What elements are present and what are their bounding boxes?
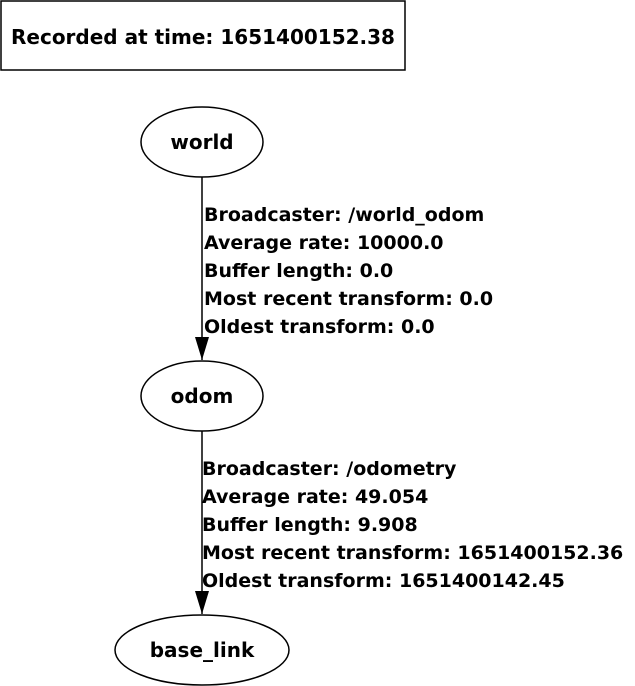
edge-label-line: Most recent transform: 1651400152.36	[202, 542, 623, 564]
edge-odom-base-link: Broadcaster: /odometry Average rate: 49.…	[195, 431, 623, 614]
edge-label-line: Most recent transform: 0.0	[204, 288, 493, 310]
node-base-link: base_link	[114, 614, 290, 686]
node-label: world	[170, 130, 233, 154]
node-odom: odom	[140, 360, 264, 432]
node-label: base_link	[150, 638, 255, 662]
node-world: world	[140, 106, 264, 178]
node-ellipse	[140, 106, 264, 178]
node-label: odom	[171, 384, 234, 408]
edge-label-line: Average rate: 10000.0	[204, 232, 444, 254]
edge-world-odom: Broadcaster: /world_odom Average rate: 1…	[195, 177, 493, 360]
edge-label-line: Oldest transform: 0.0	[204, 316, 435, 338]
edge-label-line: Average rate: 49.054	[202, 486, 428, 508]
recorded-time-header: Recorded at time: 1651400152.38	[0, 0, 406, 71]
header-text: Recorded at time: 1651400152.38	[11, 25, 395, 49]
header-box	[0, 0, 406, 71]
arrowhead-icon	[195, 591, 209, 614]
arrowhead-icon	[195, 337, 209, 360]
node-ellipse	[140, 360, 264, 432]
edge-label-line: Buffer length: 0.0	[204, 260, 393, 282]
edge-label-line: Broadcaster: /world_odom	[204, 204, 484, 226]
edge-label-line: Oldest transform: 1651400142.45	[202, 570, 565, 592]
edge-label-line: Broadcaster: /odometry	[202, 458, 457, 480]
edge-label-line: Buffer length: 9.908	[202, 514, 418, 536]
node-ellipse	[114, 614, 290, 686]
